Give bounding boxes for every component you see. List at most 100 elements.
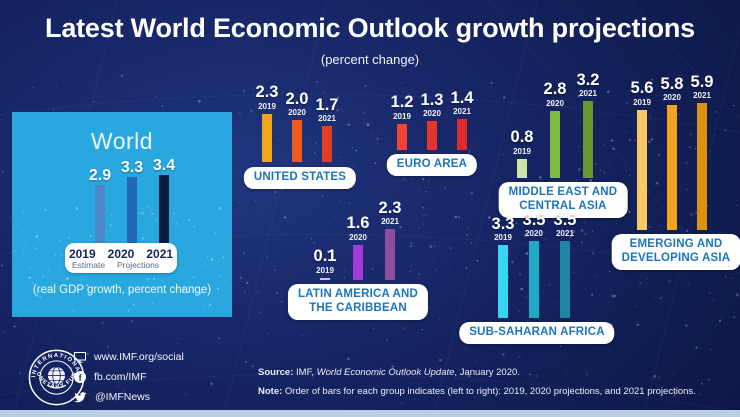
region-label-line: CENTRAL ASIA bbox=[519, 199, 607, 212]
bar-value: 2.3 bbox=[378, 198, 402, 217]
social-row-twitter: @IMFNews bbox=[74, 391, 150, 403]
bar bbox=[457, 119, 467, 150]
bar bbox=[385, 229, 395, 280]
facebook-icon: f bbox=[74, 371, 86, 383]
social-facebook-text: fb.com/IMF bbox=[94, 371, 147, 383]
world-panel-title: World bbox=[90, 128, 154, 154]
monitor-icon bbox=[74, 351, 86, 363]
bar bbox=[637, 109, 647, 230]
legend-year-2021: 2021 bbox=[146, 247, 174, 261]
bar-year-label: 2021 bbox=[556, 229, 574, 238]
page-subtitle: (percent change) bbox=[320, 52, 420, 67]
bar bbox=[529, 241, 539, 318]
bar-column-2019: 2.3 2019 bbox=[245, 84, 289, 162]
bar bbox=[517, 158, 527, 178]
bar-year-label: 2020 bbox=[663, 93, 681, 103]
bar bbox=[667, 105, 677, 230]
bar-column-2020: 1.3 2020 bbox=[410, 92, 454, 150]
bar-column-2019: 5.6 2019 bbox=[620, 80, 664, 230]
bar-value: 5.6 bbox=[630, 79, 654, 98]
bar-value: 2.0 bbox=[285, 89, 309, 108]
bar-year-label: 2019 bbox=[513, 146, 531, 156]
legend-year-2020: 2020 bbox=[107, 247, 135, 261]
bar-year-label: 2019 bbox=[316, 265, 334, 275]
bar-column-2021: 1.7 2021 bbox=[305, 97, 349, 162]
bar bbox=[427, 121, 437, 150]
world-panel: World 2.9 3.3 3.4 2019 2020 2021 Estimat… bbox=[12, 112, 232, 317]
world-bar-2020: 3.3 bbox=[110, 160, 154, 243]
bar-year-label: 2021 bbox=[318, 114, 336, 124]
svg-text:f: f bbox=[79, 372, 83, 382]
social-row-facebook: f fb.com/IMF bbox=[74, 371, 147, 383]
bar bbox=[262, 113, 272, 162]
bar-value: 1.3 bbox=[420, 90, 444, 109]
bar-value: 0.8 bbox=[510, 128, 534, 147]
bar-column-2020: 2.0 2020 bbox=[275, 89, 319, 162]
bar-column-2019: 0.8 2019 bbox=[500, 129, 544, 178]
region-label: LATIN AMERICA AND THE CARIBBEAN bbox=[287, 284, 429, 320]
bar bbox=[498, 245, 508, 318]
world-bar-2019: 2.9 bbox=[78, 168, 122, 243]
region-label-line: LATIN AMERICA AND bbox=[297, 288, 419, 300]
bar-value: 3.3 bbox=[491, 214, 515, 233]
bar-column-2019: 3.3 2019 bbox=[481, 216, 525, 318]
bar-year-label: 2019 bbox=[258, 101, 276, 111]
note-text: Order of bars for each group indicates (… bbox=[282, 386, 696, 397]
bar-value: 3.5 bbox=[522, 210, 546, 229]
note-label: Note: bbox=[258, 386, 283, 397]
region-label-line: MIDDLE EAST AND bbox=[508, 186, 618, 198]
bar-value: 3.4 bbox=[152, 157, 176, 174]
world-panel-caption: (real GDP growth, percent change) bbox=[32, 284, 212, 296]
bar bbox=[583, 101, 593, 178]
bar-value: 1.4 bbox=[450, 88, 474, 107]
bar-column-2020: 3.5 2020 bbox=[512, 210, 556, 318]
region-label: UNITED STATES bbox=[243, 167, 357, 189]
page-title: Latest World Economic Outlook growth pro… bbox=[45, 13, 695, 43]
twitter-icon bbox=[74, 391, 87, 402]
region-label: EURO AREA bbox=[386, 154, 478, 176]
bar-value: 1.6 bbox=[346, 214, 370, 233]
region-label-line: THE CARIBBEAN bbox=[309, 301, 407, 314]
region-label-line: EURO AREA bbox=[396, 158, 468, 170]
bar-year-label: 2021 bbox=[693, 91, 711, 101]
bar-column-2021: 2.3 2021 bbox=[368, 200, 412, 280]
bar-column-2019: 0.1 2019 bbox=[303, 248, 347, 280]
imf-logo: INTERNATIONAL MONETARY FUND bbox=[28, 349, 85, 406]
source-pre: IMF, bbox=[293, 367, 317, 378]
source-post: , January 2020. bbox=[454, 367, 520, 378]
world-bar-2021: 3.4 bbox=[142, 158, 186, 243]
bottom-strip bbox=[0, 410, 740, 417]
world-map-texture bbox=[13, 206, 231, 313]
bar-year-label: 2020 bbox=[546, 98, 564, 108]
bar-value: 3.5 bbox=[553, 210, 577, 229]
source-label: Source: bbox=[258, 367, 294, 378]
bar-year-label: 2021 bbox=[579, 89, 597, 99]
bar-year-label: 2019 bbox=[494, 233, 512, 243]
note-line: Note: Order of bars for each group indic… bbox=[258, 386, 696, 397]
bar-year-label: 2020 bbox=[525, 229, 543, 238]
bar-value: 2.3 bbox=[255, 83, 279, 102]
region-label-line: UNITED STATES bbox=[253, 171, 347, 183]
bar bbox=[95, 185, 105, 243]
bar-year-label: 2020 bbox=[423, 109, 441, 119]
bar-value: 0.1 bbox=[313, 247, 337, 266]
legend-year-2019: 2019 bbox=[68, 247, 96, 261]
legend-estimate-label: Estimate bbox=[72, 260, 106, 270]
bar-value: 2.8 bbox=[543, 80, 567, 99]
legend-box: 2019 2020 2021 Estimate Projections bbox=[65, 243, 177, 273]
bar bbox=[560, 241, 570, 318]
bar bbox=[397, 123, 407, 150]
bar-value: 5.9 bbox=[690, 72, 714, 91]
bar bbox=[159, 175, 169, 243]
social-row-web: www.IMF.org/social bbox=[74, 351, 184, 363]
region-label-line: EMERGING AND bbox=[629, 238, 723, 250]
bar bbox=[127, 177, 137, 243]
bar bbox=[697, 103, 707, 230]
bar-value: 3.2 bbox=[576, 70, 600, 89]
bar bbox=[322, 126, 332, 162]
bar-year-label: 2019 bbox=[633, 97, 651, 107]
bar-value: 2.9 bbox=[88, 167, 112, 184]
source-italic: World Economic Outlook Update bbox=[316, 367, 455, 378]
bar-year-label: 2021 bbox=[381, 217, 399, 227]
